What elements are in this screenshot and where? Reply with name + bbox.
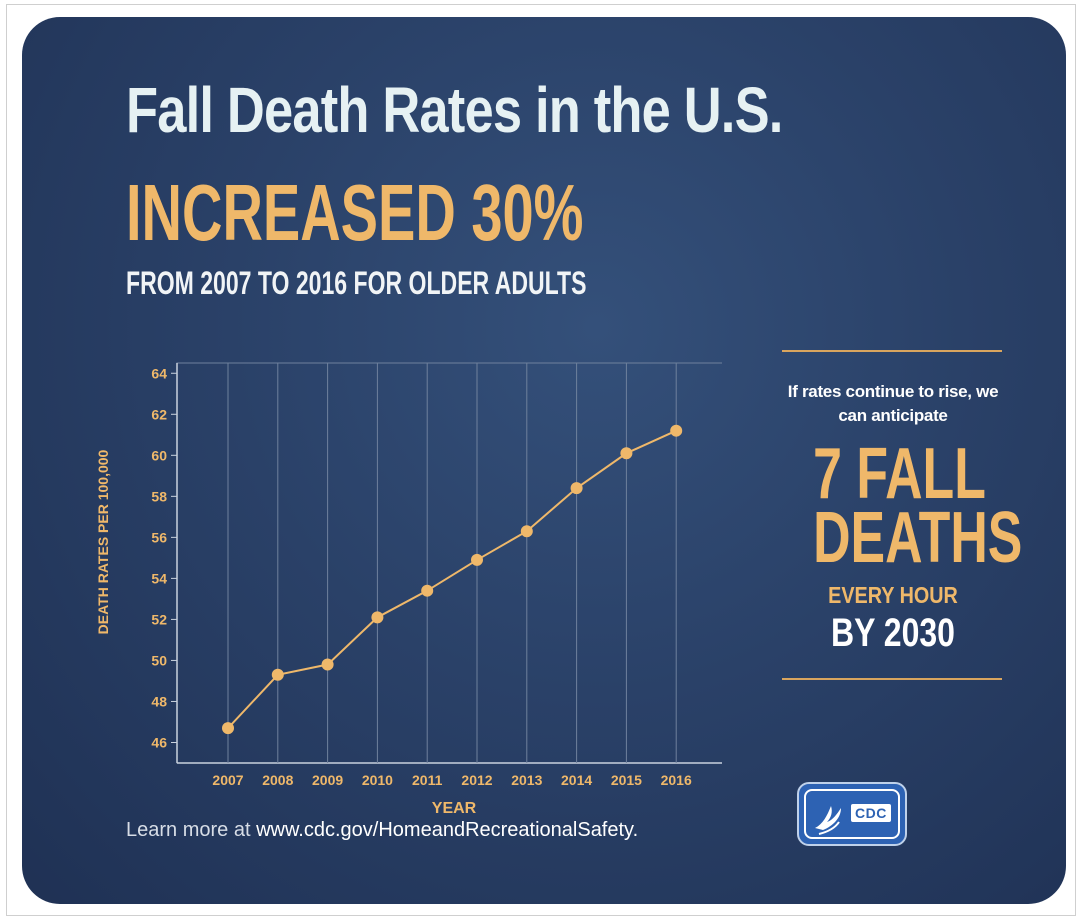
cdc-logo: CDC	[797, 782, 907, 846]
data-point-2013	[520, 525, 533, 538]
learn-more-text: Learn more at www.cdc.gov/HomeandRecreat…	[126, 819, 638, 842]
y-tick-label: 48	[151, 693, 167, 709]
callout-by-year: BY 2030	[831, 611, 955, 655]
x-tick-label: 2015	[611, 772, 642, 788]
data-point-2008	[271, 668, 284, 681]
page-title: Fall Death Rates in the U.S.	[126, 74, 783, 146]
y-tick-label: 50	[151, 652, 167, 668]
y-tick-label: 46	[151, 734, 167, 750]
y-tick-label: 56	[151, 529, 167, 545]
x-tick-label: 2013	[511, 772, 542, 788]
y-tick-label: 64	[151, 365, 167, 381]
y-tick-label: 52	[151, 611, 167, 627]
x-tick-label: 2011	[412, 772, 443, 788]
callout-top-rule	[782, 350, 1002, 352]
y-axis-label: DEATH RATES PER 100,000	[95, 449, 111, 634]
data-point-2015	[620, 447, 633, 460]
data-point-2007	[222, 722, 234, 735]
x-tick-label: 2009	[312, 772, 343, 788]
projection-callout: If rates continue to rise, we can antici…	[782, 350, 1023, 680]
x-tick-label: 2008	[262, 772, 293, 788]
y-tick-label: 54	[151, 570, 167, 586]
y-tick-label: 58	[151, 488, 167, 504]
y-tick-label: 60	[151, 447, 167, 463]
data-point-2012	[471, 553, 483, 566]
data-point-2009	[321, 658, 334, 671]
cdc-wordmark: CDC	[851, 804, 891, 822]
data-point-2014	[570, 482, 583, 495]
callout-every-hour: EVERY HOUR	[828, 582, 958, 608]
callout-lead: If rates continue to rise, we can antici…	[787, 382, 999, 425]
plot-frame	[176, 362, 722, 764]
data-point-2016	[670, 424, 683, 437]
learn-more-link[interactable]: www.cdc.gov/HomeandRecreationalSafety.	[256, 819, 639, 841]
x-tick-label: 2016	[661, 772, 692, 788]
learn-more-prefix: Learn more at	[126, 819, 257, 841]
x-tick-label: 2007	[212, 772, 243, 788]
y-tick-label: 62	[151, 406, 167, 422]
line-chart: DEATH RATES PER 100,000 YEAR 2007 2008 200…	[95, 362, 722, 817]
x-tick-label: 2010	[362, 772, 393, 788]
series-line	[227, 429, 677, 729]
x-tick-label: 2012	[461, 772, 492, 788]
infographic-card: Fall Death Rates in the U.S. INCREASED 3…	[22, 17, 1066, 904]
x-tick-label: 2014	[561, 772, 592, 788]
callout-big-line-2: DEATHS	[813, 498, 1023, 578]
headline: INCREASED 30%	[126, 168, 584, 257]
data-point-2011	[421, 584, 434, 597]
subtitle: FROM 2007 TO 2016 FOR OLDER ADULTS	[126, 265, 587, 301]
logo-border	[804, 789, 900, 839]
callout-bottom-rule	[782, 678, 1002, 680]
hhs-eagle-icon	[815, 806, 841, 835]
callout-big-line-1: 7 FALL	[813, 434, 986, 514]
data-point-2010	[371, 611, 384, 624]
x-axis-label: YEAR	[432, 800, 477, 817]
